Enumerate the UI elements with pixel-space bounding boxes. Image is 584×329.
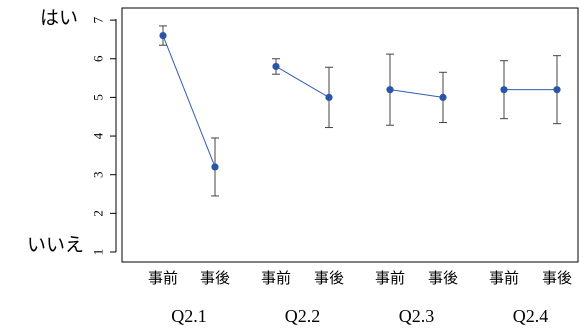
y-tick-label: 1 — [91, 249, 106, 256]
y-tick-label: 3 — [91, 171, 106, 178]
plot-frame — [121, 7, 579, 263]
data-point — [159, 31, 167, 40]
x-tick-label: 事前 — [489, 269, 519, 287]
data-point — [386, 86, 394, 94]
group-label: Q2.1 — [171, 306, 207, 326]
y-tick-label: 5 — [91, 94, 106, 101]
x-labels: 事前 事後 Q2.1 事前 事後 Q2.2 事前 事後 Q2.3 事前 事後 Q2.4 — [148, 269, 572, 326]
x-tick-label: 事後 — [314, 269, 344, 287]
data-point — [211, 163, 219, 171]
y-ticks: 1 2 3 4 5 6 7 — [91, 16, 116, 256]
x-tick-label: 事後 — [542, 269, 572, 287]
data-marks — [159, 25, 561, 197]
group-label: Q2.4 — [513, 306, 549, 326]
x-tick-label: 事後 — [428, 269, 458, 287]
x-tick-label: 事前 — [375, 269, 405, 287]
data-point — [272, 62, 280, 71]
y-tick-label: 6 — [91, 55, 106, 62]
x-tick-label: 事前 — [148, 269, 178, 287]
y-tick-label: 7 — [91, 16, 106, 23]
data-point — [325, 93, 333, 101]
x-tick-label: 事後 — [200, 269, 230, 287]
series-line-Q2.2 — [275, 66, 330, 98]
y-tick-label: 4 — [91, 132, 106, 139]
y-top-label: はい — [40, 7, 78, 29]
x-tick-label: 事前 — [261, 269, 291, 287]
data-point — [439, 93, 447, 101]
series-line-Q2.1 — [162, 35, 216, 168]
y-tick-label: 2 — [91, 210, 106, 217]
group-label: Q2.3 — [399, 306, 435, 326]
group-label: Q2.2 — [285, 306, 321, 326]
data-point — [500, 86, 508, 94]
y-bottom-label: いいえ — [27, 234, 84, 256]
data-point — [553, 86, 561, 94]
series-line-Q2.3 — [389, 89, 444, 98]
